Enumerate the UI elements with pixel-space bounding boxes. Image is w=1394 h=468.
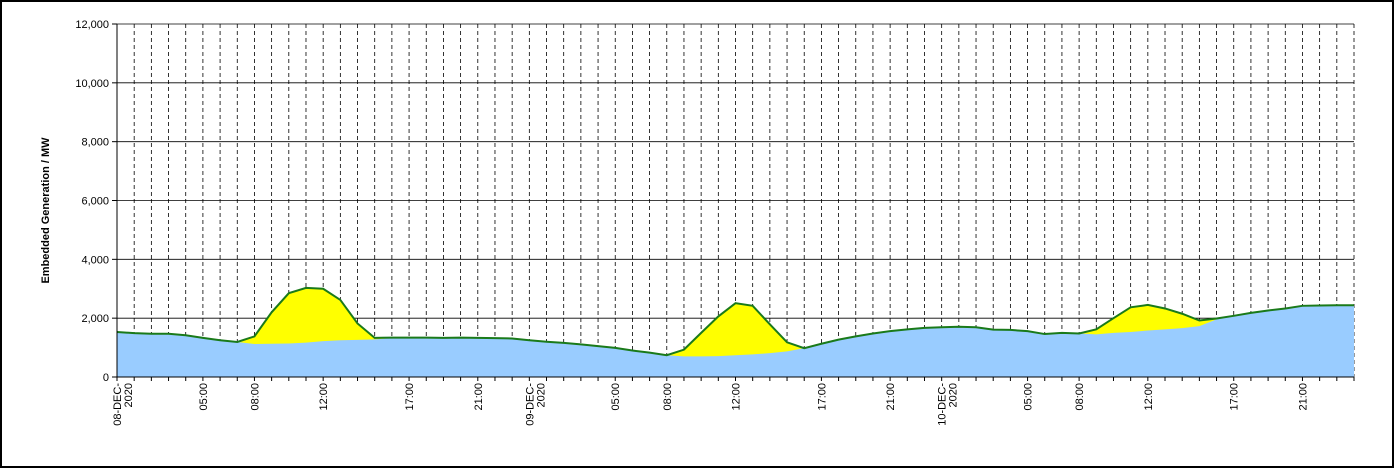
x-tick-label: 08:00 [1074, 383, 1086, 411]
x-tick-label: 12:00 [318, 383, 330, 411]
y-tick-label: 0 [103, 372, 109, 384]
series-total-line [116, 286, 1354, 357]
y-tick-label: 12,000 [75, 19, 109, 31]
x-tick-label: 10-DEC- [937, 383, 949, 426]
x-tick-label: 17:00 [1229, 383, 1241, 411]
y-tick-label: 4,000 [81, 254, 109, 266]
y-tick-label: 10,000 [75, 78, 109, 90]
x-tick-label: 2020 [123, 383, 135, 407]
x-tick-label: 17:00 [816, 383, 828, 411]
x-tick-label: 08:00 [249, 383, 261, 411]
x-tick-label: 05:00 [1023, 383, 1035, 411]
x-tick-label: 21:00 [1297, 383, 1309, 411]
x-tick-label: 08-DEC- [112, 383, 124, 426]
x-tick-label: 21:00 [885, 383, 897, 411]
y-tick-label: 2,000 [81, 313, 109, 325]
y-tick-label: 8,000 [81, 137, 109, 149]
x-tick-label: 09-DEC- [524, 383, 536, 426]
x-tick-label: 05:00 [610, 383, 622, 411]
x-tick-label: 17:00 [404, 383, 416, 411]
x-tick-label: 21:00 [473, 383, 485, 411]
series-areas [116, 286, 1354, 377]
x-tick-label: 2020 [948, 383, 960, 407]
y-tick-label: 6,000 [81, 196, 109, 208]
axes: 0 2,000 4,000 6,000 8,000 10,000 12,000 08-DEC-… [75, 19, 1355, 426]
x-tick-label: 12:00 [1143, 383, 1155, 411]
series-area-wind [117, 305, 1354, 377]
x-tick-label: 05:00 [198, 383, 210, 411]
y-axis-title: Embedded Generation / MW [40, 137, 52, 284]
x-tick-label: 12:00 [731, 383, 743, 411]
x-tick-label: 2020 [535, 383, 547, 407]
x-tick-label: 08:00 [662, 383, 674, 411]
